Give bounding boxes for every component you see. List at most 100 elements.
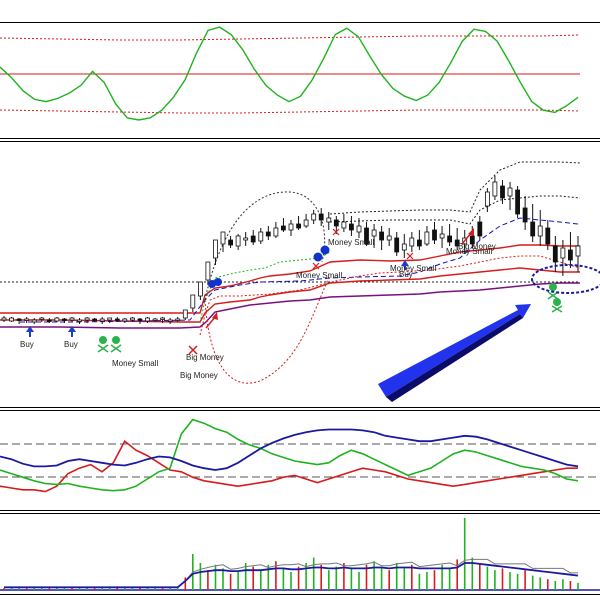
oscillator-upper-band: [0, 34, 581, 41]
candle-body: [114, 318, 120, 321]
candle: [341, 214, 347, 232]
buy-arrow-1[interactable]: [26, 326, 34, 337]
candle: [371, 224, 377, 248]
candle-body: [54, 317, 60, 322]
candle-body: [190, 294, 196, 309]
black-arc-curve: [204, 191, 326, 301]
candle-body: [84, 317, 90, 321]
candle-body: [152, 318, 158, 321]
candle-body: [9, 317, 15, 322]
candle: [273, 222, 279, 238]
candle-body: [197, 281, 203, 297]
skull-icon-1: [97, 336, 109, 353]
candle: [54, 317, 60, 322]
label-big-money-3: Big Money: [458, 242, 496, 251]
candle-body: [348, 223, 354, 231]
candle: [288, 220, 294, 236]
candle: [197, 281, 203, 300]
label-money-small-4: Money Small: [390, 264, 436, 273]
candle-body: [167, 319, 173, 322]
price-panel[interactable]: Buy Buy Money Small Big Money Big Money …: [0, 161, 600, 402]
candle-body: [568, 249, 573, 261]
candle-body: [243, 237, 249, 241]
candle: [492, 176, 498, 200]
candle-body: [122, 318, 128, 322]
candle: [439, 226, 445, 248]
candle: [258, 228, 264, 244]
candle: [77, 318, 82, 324]
label-money-small-1: Money Small: [112, 359, 158, 368]
candle-body: [258, 231, 264, 242]
candle: [416, 230, 422, 250]
candle: [326, 212, 332, 230]
candle-body: [1, 317, 7, 321]
candle: [9, 317, 15, 322]
candle: [515, 186, 520, 218]
candle: [69, 317, 75, 322]
candle: [114, 317, 120, 322]
candle-body: [235, 235, 241, 247]
candle-body: [39, 317, 45, 320]
candle-body: [424, 231, 430, 245]
candle: [145, 317, 150, 323]
candle: [447, 224, 453, 246]
candle-body: [333, 219, 339, 227]
candle-body: [477, 221, 483, 237]
candle-body: [507, 187, 513, 197]
candle: [348, 216, 354, 236]
candle-body: [69, 317, 75, 321]
label-buy-2: Buy: [64, 340, 78, 349]
label-buy-3: Buy: [399, 270, 413, 279]
candle: [228, 236, 234, 248]
candle-body: [364, 227, 369, 245]
oscillator-panel[interactable]: [0, 26, 581, 121]
candle-body: [386, 235, 392, 241]
label-money-small-3: Money Small: [328, 238, 374, 247]
candle: [477, 216, 483, 240]
candle-body: [552, 245, 558, 263]
stochastic-panel[interactable]: [0, 418, 600, 493]
candle-body: [250, 235, 256, 243]
candle-body: [371, 229, 377, 237]
label-money-small-5: Money Small: [446, 247, 492, 256]
candle: [560, 240, 566, 276]
candle-body: [575, 245, 581, 257]
skull-icon-2: [110, 336, 122, 353]
red-envelope-upper: [0, 244, 580, 314]
candle: [296, 216, 302, 230]
volume-panel[interactable]: [0, 518, 600, 591]
candle-body: [439, 233, 445, 239]
candle-body: [31, 319, 37, 323]
oscillator-lower-band: [0, 109, 581, 114]
candle-body: [409, 237, 415, 247]
candle-body: [522, 207, 528, 223]
candle-body: [92, 318, 97, 321]
buy-arrow-3[interactable]: [401, 260, 409, 270]
candle: [62, 318, 67, 323]
black-dotted-upper-line: [329, 161, 581, 215]
candle: [537, 210, 543, 246]
candle: [484, 188, 490, 212]
candle: [409, 232, 415, 252]
candle: [129, 317, 135, 322]
blue-dot-markers: [208, 245, 330, 288]
candle-body: [326, 217, 332, 223]
candle-body: [318, 213, 324, 221]
candle-body: [273, 227, 279, 237]
buy-arrow-2[interactable]: [68, 326, 76, 337]
candle: [500, 180, 505, 204]
red-arrow-marker-1: [205, 312, 218, 329]
candle-body: [432, 229, 437, 241]
candle-body: [296, 223, 302, 229]
candle: [432, 222, 437, 244]
candle: [46, 318, 52, 323]
candle-body: [530, 221, 536, 237]
candle-body: [537, 225, 543, 237]
skull-icon-4: [551, 298, 563, 313]
candle: [386, 228, 392, 246]
candle: [364, 222, 369, 246]
candle: [84, 317, 90, 323]
red-cross-marker-2: [312, 262, 320, 270]
candle: [1, 316, 7, 322]
